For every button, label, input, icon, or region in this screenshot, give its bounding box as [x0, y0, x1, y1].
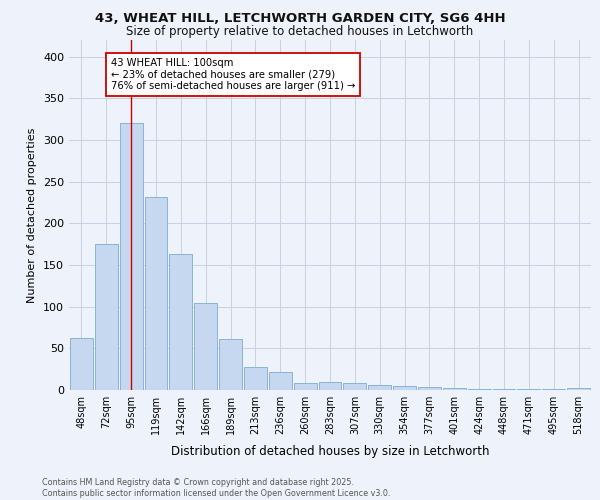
Bar — [269, 372, 292, 390]
Bar — [145, 196, 167, 390]
Bar — [219, 339, 242, 390]
Bar — [517, 389, 540, 390]
Bar — [542, 389, 565, 390]
Bar — [418, 386, 441, 390]
Bar — [294, 382, 317, 390]
Text: Size of property relative to detached houses in Letchworth: Size of property relative to detached ho… — [127, 25, 473, 38]
Bar — [244, 366, 267, 390]
Bar — [343, 382, 366, 390]
Bar — [443, 388, 466, 390]
Text: 43, WHEAT HILL, LETCHWORTH GARDEN CITY, SG6 4HH: 43, WHEAT HILL, LETCHWORTH GARDEN CITY, … — [95, 12, 505, 24]
Bar — [169, 254, 192, 390]
Text: Contains HM Land Registry data © Crown copyright and database right 2025.
Contai: Contains HM Land Registry data © Crown c… — [42, 478, 391, 498]
Bar — [468, 389, 491, 390]
Bar — [95, 244, 118, 390]
Bar — [393, 386, 416, 390]
Bar — [368, 385, 391, 390]
Text: 43 WHEAT HILL: 100sqm
← 23% of detached houses are smaller (279)
76% of semi-det: 43 WHEAT HILL: 100sqm ← 23% of detached … — [111, 58, 355, 90]
Bar — [319, 382, 341, 390]
Bar — [493, 389, 515, 390]
Bar — [120, 124, 143, 390]
Bar — [567, 388, 590, 390]
Y-axis label: Number of detached properties: Number of detached properties — [28, 128, 37, 302]
Bar — [194, 304, 217, 390]
Bar — [70, 338, 93, 390]
X-axis label: Distribution of detached houses by size in Letchworth: Distribution of detached houses by size … — [171, 446, 489, 458]
